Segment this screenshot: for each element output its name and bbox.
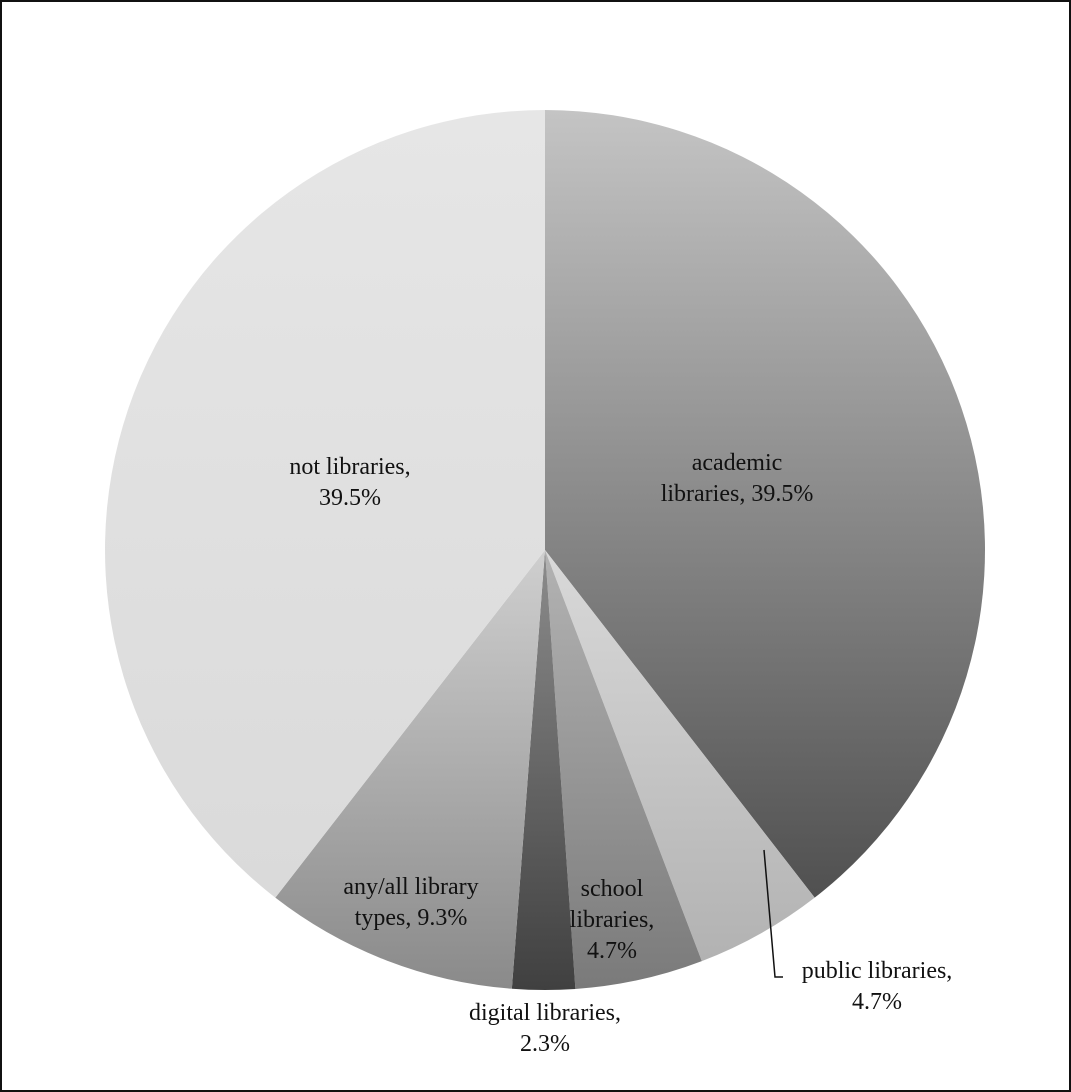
data-label-line: 4.7% [587, 938, 637, 964]
data-label-line: academic [692, 450, 783, 476]
data-label-public-libraries: public libraries, 4.7% [802, 958, 953, 1015]
data-label-line: libraries, 39.5% [661, 481, 814, 507]
pie-slice-any-all-library-types [275, 550, 545, 989]
leader-line-public-libraries [763, 849, 783, 978]
data-label-line: school [581, 876, 644, 902]
data-label-line: libraries, [570, 907, 655, 933]
pie-slice-not-libraries [104, 110, 545, 898]
pie-slice-academic-libraries [545, 110, 986, 898]
data-label-line: 2.3% [520, 1031, 570, 1057]
data-label-any-all-library-types: any/all library types, 9.3% [343, 874, 478, 931]
pie-slice-public-libraries [545, 550, 815, 962]
data-label-line: types, 9.3% [355, 905, 468, 931]
data-label-line: any/all library [343, 874, 478, 900]
data-label-school-libraries: school libraries, 4.7% [570, 876, 655, 964]
pie-slice-school-libraries [545, 550, 702, 989]
data-label-not-libraries: not libraries, 39.5% [289, 454, 410, 511]
data-label-digital-libraries: digital libraries, 2.3% [469, 1000, 621, 1057]
pie-slice-digital-libraries [511, 550, 576, 991]
data-label-line: 4.7% [852, 989, 902, 1015]
data-label-academic-libraries: academic libraries, 39.5% [661, 450, 814, 507]
data-label-line: public libraries, [802, 958, 953, 984]
data-label-line: digital libraries, [469, 1000, 621, 1026]
data-label-line: 39.5% [319, 485, 381, 511]
data-label-line: not libraries, [289, 454, 410, 480]
